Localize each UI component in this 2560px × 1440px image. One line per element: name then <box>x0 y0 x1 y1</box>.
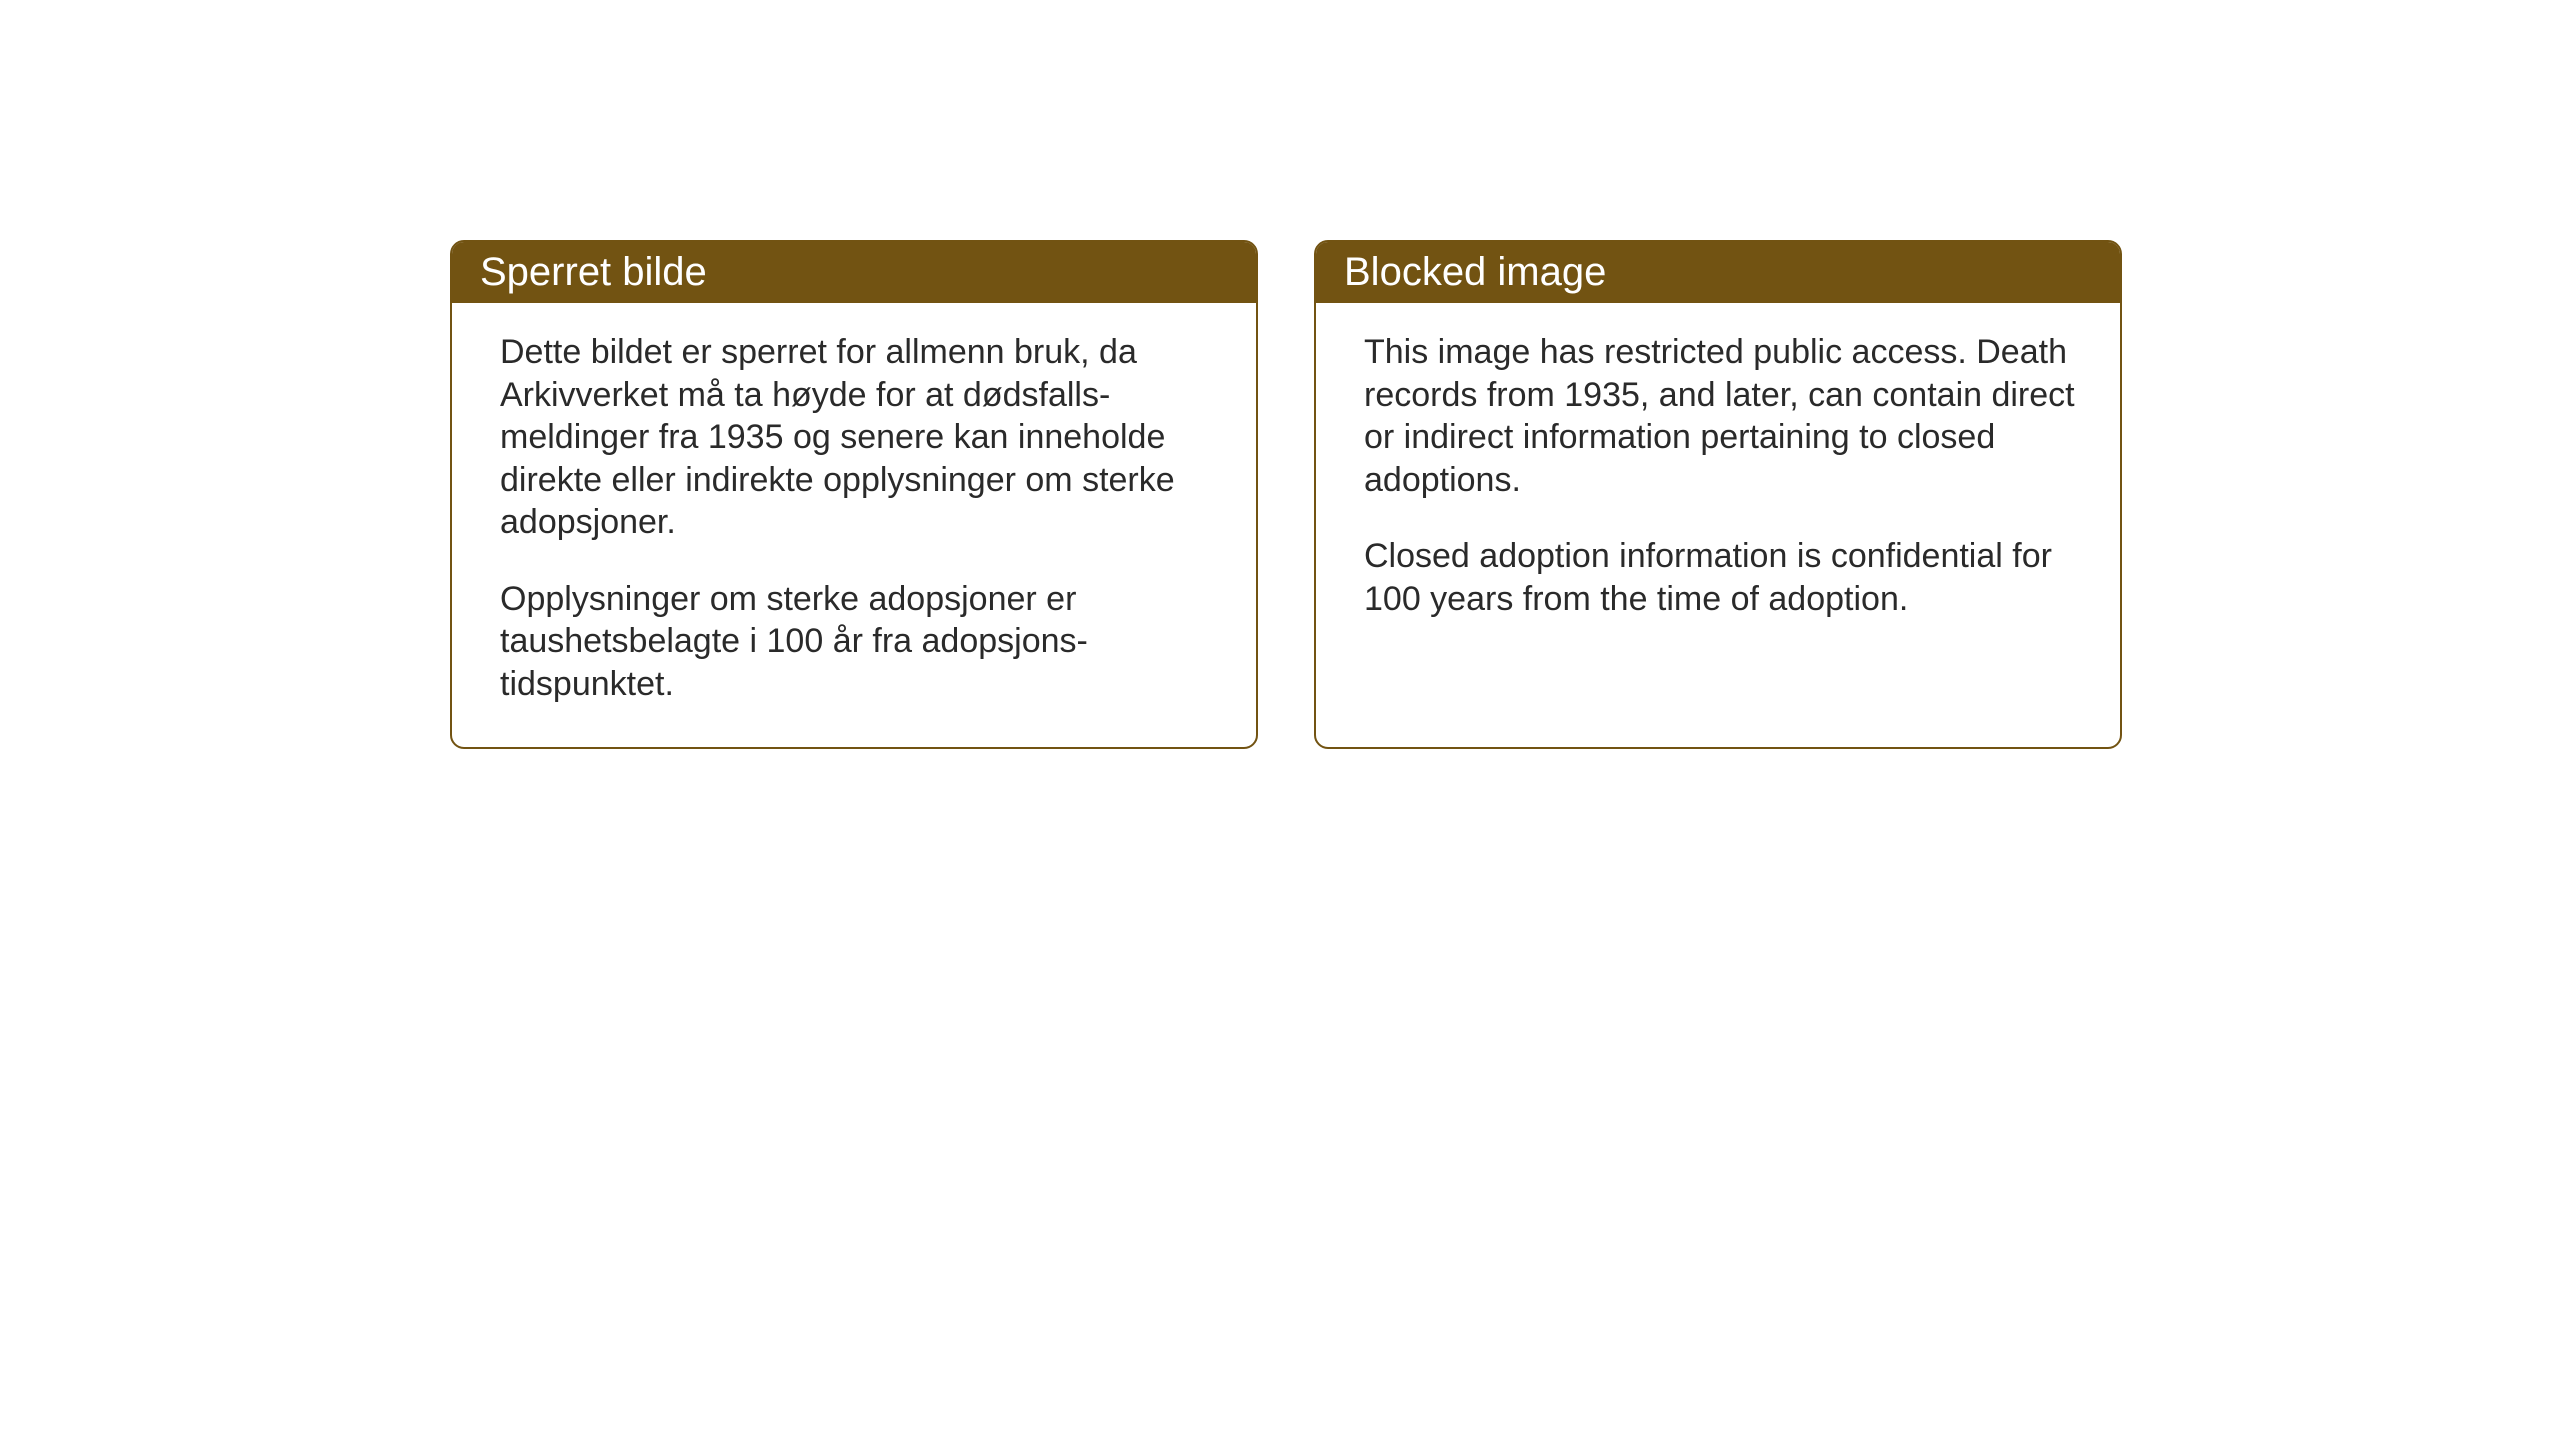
norwegian-card-title: Sperret bilde <box>452 242 1256 303</box>
norwegian-paragraph-1: Dette bildet er sperret for allmenn bruk… <box>500 331 1214 544</box>
norwegian-card: Sperret bilde Dette bildet er sperret fo… <box>450 240 1258 749</box>
norwegian-card-body: Dette bildet er sperret for allmenn bruk… <box>452 303 1256 747</box>
cards-container: Sperret bilde Dette bildet er sperret fo… <box>450 240 2122 749</box>
english-card-title: Blocked image <box>1316 242 2120 303</box>
english-card-body: This image has restricted public access.… <box>1316 303 2120 662</box>
norwegian-paragraph-2: Opplysninger om sterke adopsjoner er tau… <box>500 578 1214 706</box>
english-paragraph-1: This image has restricted public access.… <box>1364 331 2078 501</box>
english-card: Blocked image This image has restricted … <box>1314 240 2122 749</box>
english-paragraph-2: Closed adoption information is confident… <box>1364 535 2078 620</box>
